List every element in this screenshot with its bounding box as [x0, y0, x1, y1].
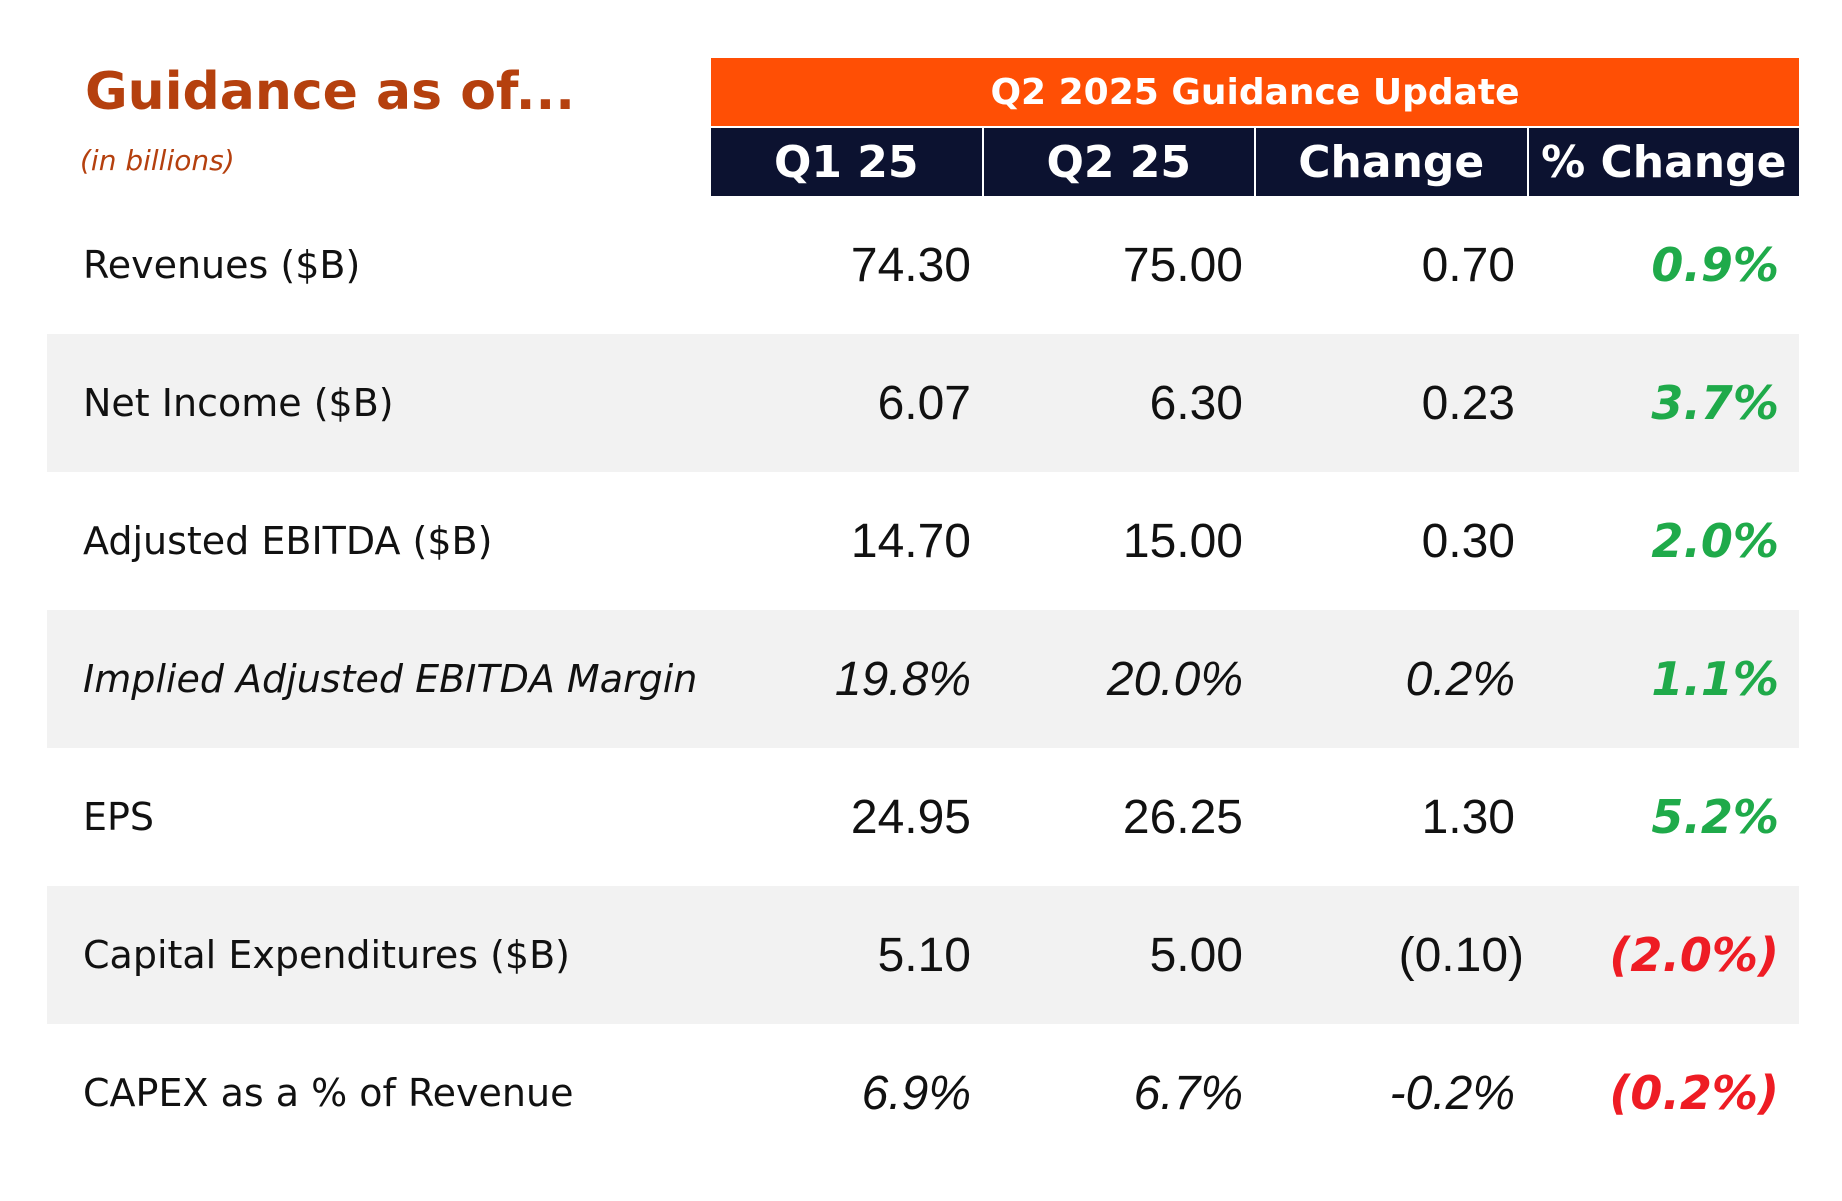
- q1-value: 24.95: [850, 790, 971, 844]
- pct-change-value: 3.7%: [1651, 376, 1779, 430]
- row-label: Net Income ($B): [83, 381, 394, 425]
- header-q2: Q2 25: [981, 128, 1254, 196]
- table-row: Capital Expenditures ($B) 5.10 5.00 (0.1…: [47, 886, 1799, 1024]
- change-value: 0.23: [1421, 376, 1515, 430]
- pct-change-value: (2.0%): [1609, 928, 1779, 982]
- q1-value: 6.9%: [861, 1066, 971, 1120]
- q1-value: 74.30: [850, 238, 971, 292]
- table-row: Net Income ($B) 6.07 6.30 0.23 3.7%: [47, 334, 1799, 472]
- pct-change-value: 2.0%: [1651, 514, 1779, 568]
- pct-change-value: 5.2%: [1651, 790, 1779, 844]
- units-note: (in billions): [80, 144, 235, 177]
- q2-value: 26.25: [1122, 790, 1243, 844]
- table-row: Implied Adjusted EBITDA Margin 19.8% 20.…: [47, 610, 1799, 748]
- q2-value: 15.00: [1122, 514, 1243, 568]
- row-label: Implied Adjusted EBITDA Margin: [83, 657, 698, 701]
- q2-value: 75.00: [1122, 238, 1243, 292]
- table-row: Adjusted EBITDA ($B) 14.70 15.00 0.30 2.…: [47, 472, 1799, 610]
- guidance-banner: Q2 2025 Guidance Update: [711, 58, 1799, 126]
- table-row: Revenues ($B) 74.30 75.00 0.70 0.9%: [47, 196, 1799, 334]
- pct-change-value: (0.2%): [1609, 1066, 1779, 1120]
- change-value: -0.2%: [1389, 1066, 1515, 1120]
- q2-value: 6.30: [1149, 376, 1243, 430]
- q1-value: 5.10: [877, 928, 971, 982]
- q2-value: 5.00: [1149, 928, 1243, 982]
- table-row: EPS 24.95 26.25 1.30 5.2%: [47, 748, 1799, 886]
- header-q1: Q1 25: [711, 128, 982, 196]
- change-value: 1.30: [1421, 790, 1515, 844]
- change-value: 0.30: [1421, 514, 1515, 568]
- change-value: 0.70: [1421, 238, 1515, 292]
- q2-value: 6.7%: [1133, 1066, 1243, 1120]
- q1-value: 6.07: [877, 376, 971, 430]
- header-change: Change: [1254, 128, 1527, 196]
- change-value: (0.10): [1398, 928, 1524, 982]
- row-label: EPS: [83, 795, 155, 839]
- guidance-table: Revenues ($B) 74.30 75.00 0.70 0.9% Net …: [47, 196, 1799, 1162]
- change-value: 0.2%: [1405, 652, 1515, 706]
- pct-change-value: 1.1%: [1651, 652, 1779, 706]
- pct-change-value: 0.9%: [1651, 238, 1779, 292]
- row-label: CAPEX as a % of Revenue: [83, 1071, 574, 1115]
- row-label: Adjusted EBITDA ($B): [83, 519, 493, 563]
- table-header: Q1 25 Q2 25 Change % Change: [711, 128, 1799, 196]
- q1-value: 14.70: [850, 514, 971, 568]
- page-title: Guidance as of...: [85, 62, 575, 122]
- q1-value: 19.8%: [834, 652, 971, 706]
- header-pct-change: % Change: [1526, 128, 1799, 196]
- q2-value: 20.0%: [1106, 652, 1243, 706]
- row-label: Revenues ($B): [83, 243, 361, 287]
- table-row: CAPEX as a % of Revenue 6.9% 6.7% -0.2% …: [47, 1024, 1799, 1162]
- row-label: Capital Expenditures ($B): [83, 933, 571, 977]
